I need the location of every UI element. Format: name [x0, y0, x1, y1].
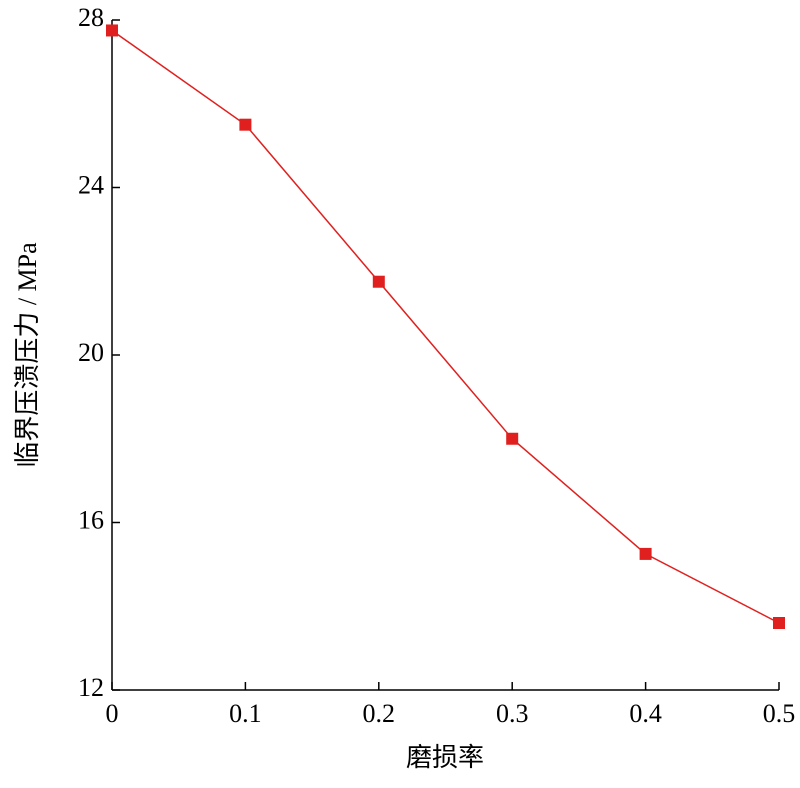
y-tick-label: 24	[78, 170, 104, 199]
x-tick-label: 0.1	[229, 699, 262, 728]
marker	[639, 547, 652, 560]
y-tick-label: 28	[78, 3, 104, 32]
line	[111, 29, 780, 624]
x-tick-label: 0.3	[496, 699, 529, 728]
x-axis-label: 磨损率	[406, 743, 484, 772]
y-axis-label: 临界压溃压力 / MPa	[13, 242, 42, 468]
marker	[239, 118, 252, 131]
x-tick-label: 0.5	[763, 699, 796, 728]
marker	[506, 432, 519, 445]
y-tick-label: 20	[78, 338, 104, 367]
x-tick-label: 0.2	[363, 699, 396, 728]
x-tick-label: 0	[106, 699, 119, 728]
marker	[372, 275, 385, 288]
y-tick-label: 16	[78, 505, 104, 534]
y-tick-label: 12	[78, 673, 104, 702]
marker	[773, 617, 785, 629]
marker	[106, 24, 118, 37]
x-tick-label: 0.4	[629, 699, 662, 728]
